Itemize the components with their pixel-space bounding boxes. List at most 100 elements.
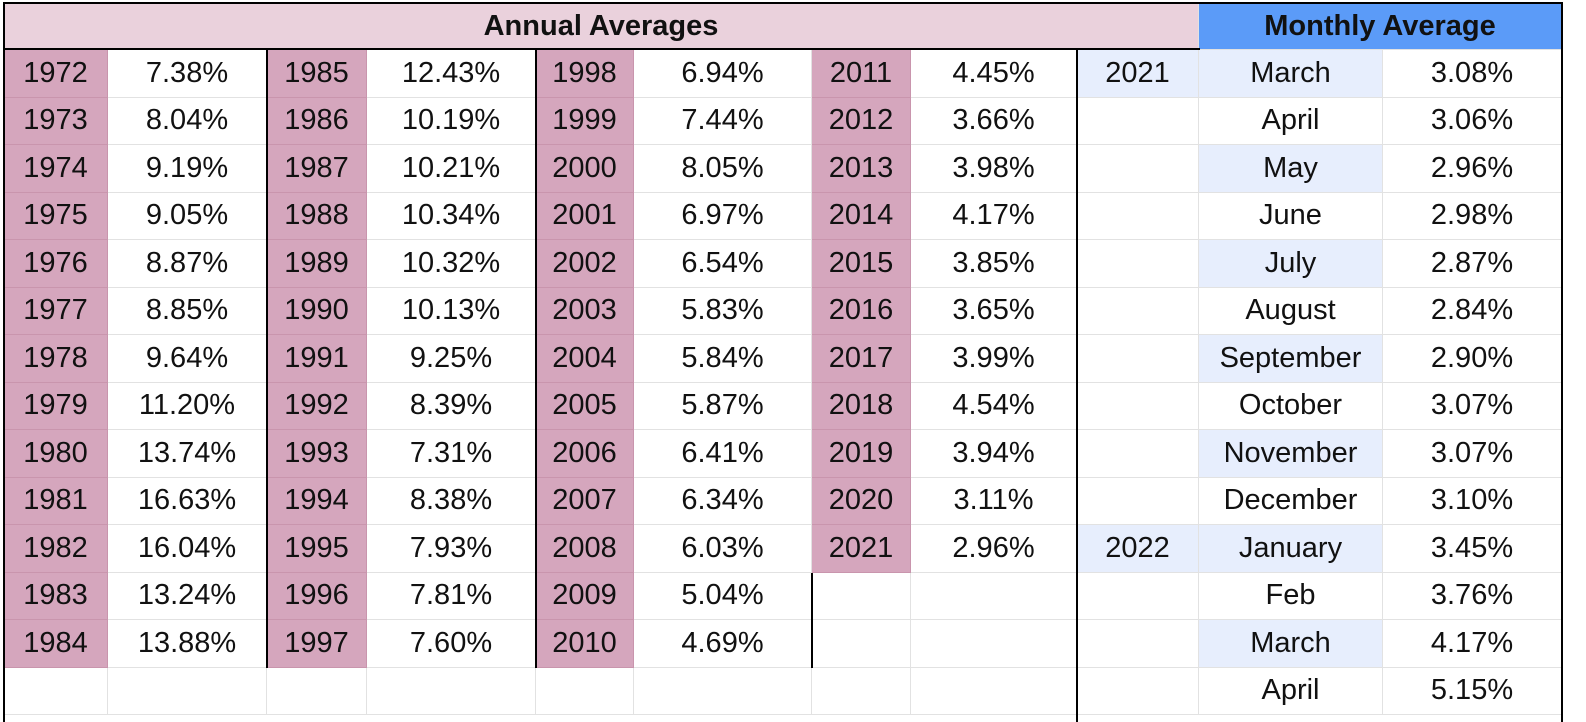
- annual-rate-cell[interactable]: 9.64%: [108, 335, 267, 383]
- annual-year-cell[interactable]: 1976: [4, 240, 108, 288]
- empty-cell[interactable]: [1077, 620, 1199, 668]
- month-name-cell[interactable]: January: [1199, 525, 1383, 573]
- annual-year-cell[interactable]: 1990: [267, 287, 367, 335]
- annual-year-cell[interactable]: 1985: [267, 50, 367, 98]
- annual-year-cell[interactable]: 1996: [267, 572, 367, 620]
- empty-cell[interactable]: [1077, 335, 1199, 383]
- annual-rate-cell[interactable]: 8.39%: [367, 382, 536, 430]
- annual-rate-cell[interactable]: 8.05%: [634, 145, 812, 193]
- annual-year-cell[interactable]: 2019: [812, 430, 911, 478]
- annual-rate-cell[interactable]: 8.38%: [367, 477, 536, 525]
- annual-rate-cell[interactable]: 4.54%: [911, 382, 1077, 430]
- annual-rate-cell[interactable]: 3.11%: [911, 477, 1077, 525]
- annual-year-cell[interactable]: 1977: [4, 287, 108, 335]
- annual-year-cell[interactable]: 2017: [812, 335, 911, 383]
- month-name-cell[interactable]: June: [1199, 192, 1383, 240]
- annual-rate-cell[interactable]: 7.60%: [367, 620, 536, 668]
- annual-rate-cell[interactable]: 6.97%: [634, 192, 812, 240]
- monthly-rate-cell[interactable]: 3.07%: [1383, 430, 1562, 478]
- annual-rate-cell[interactable]: 5.87%: [634, 382, 812, 430]
- annual-year-cell[interactable]: 1972: [4, 50, 108, 98]
- annual-year-cell[interactable]: 2020: [812, 477, 911, 525]
- monthly-rate-cell[interactable]: 3.76%: [1383, 572, 1562, 620]
- annual-year-cell[interactable]: 1980: [4, 430, 108, 478]
- empty-cell[interactable]: [536, 667, 634, 715]
- annual-year-cell[interactable]: 2003: [536, 287, 634, 335]
- monthly-rate-cell[interactable]: 2.84%: [1383, 287, 1562, 335]
- month-name-cell[interactable]: November: [1199, 430, 1383, 478]
- annual-rate-cell[interactable]: 5.83%: [634, 287, 812, 335]
- annual-rate-cell[interactable]: 6.41%: [634, 430, 812, 478]
- empty-cell[interactable]: [1077, 477, 1199, 525]
- annual-year-cell[interactable]: 1988: [267, 192, 367, 240]
- annual-year-cell[interactable]: 2009: [536, 572, 634, 620]
- empty-cell[interactable]: [1077, 287, 1199, 335]
- empty-cell[interactable]: [911, 667, 1077, 715]
- annual-year-cell[interactable]: 1975: [4, 192, 108, 240]
- month-name-cell[interactable]: July: [1199, 240, 1383, 288]
- annual-year-cell[interactable]: 1999: [536, 97, 634, 145]
- annual-year-cell[interactable]: 1995: [267, 525, 367, 573]
- annual-year-cell[interactable]: 2021: [812, 525, 911, 573]
- annual-year-cell[interactable]: 1981: [4, 477, 108, 525]
- annual-year-cell[interactable]: 2004: [536, 335, 634, 383]
- annual-year-cell[interactable]: 2018: [812, 382, 911, 430]
- annual-rate-cell[interactable]: 3.85%: [911, 240, 1077, 288]
- monthly-rate-cell[interactable]: 3.10%: [1383, 477, 1562, 525]
- empty-cell[interactable]: [108, 667, 267, 715]
- monthly-average-header[interactable]: Monthly Average: [1199, 3, 1562, 50]
- annual-rate-cell[interactable]: 13.24%: [108, 572, 267, 620]
- empty-cell[interactable]: [911, 620, 1077, 668]
- annual-year-cell[interactable]: 1987: [267, 145, 367, 193]
- annual-rate-cell[interactable]: 10.32%: [367, 240, 536, 288]
- annual-rate-cell[interactable]: 9.05%: [108, 192, 267, 240]
- annual-rate-cell[interactable]: 3.94%: [911, 430, 1077, 478]
- annual-rate-cell[interactable]: 10.13%: [367, 287, 536, 335]
- annual-year-cell[interactable]: 1978: [4, 335, 108, 383]
- annual-year-cell[interactable]: 1989: [267, 240, 367, 288]
- monthly-rate-cell[interactable]: 2.90%: [1383, 335, 1562, 383]
- month-name-cell[interactable]: March: [1199, 620, 1383, 668]
- monthly-rate-cell[interactable]: 2.98%: [1383, 192, 1562, 240]
- month-name-cell[interactable]: August: [1199, 287, 1383, 335]
- annual-rate-cell[interactable]: 7.93%: [367, 525, 536, 573]
- empty-cell[interactable]: [1077, 430, 1199, 478]
- empty-cell[interactable]: [367, 667, 536, 715]
- annual-rate-cell[interactable]: 10.21%: [367, 145, 536, 193]
- month-name-cell[interactable]: Feb: [1199, 572, 1383, 620]
- empty-cell[interactable]: [1077, 145, 1199, 193]
- annual-rate-cell[interactable]: 10.19%: [367, 97, 536, 145]
- annual-rate-cell[interactable]: 9.19%: [108, 145, 267, 193]
- annual-year-cell[interactable]: 1992: [267, 382, 367, 430]
- annual-rate-cell[interactable]: 9.25%: [367, 335, 536, 383]
- annual-rate-cell[interactable]: 11.20%: [108, 382, 267, 430]
- annual-rate-cell[interactable]: 6.94%: [634, 50, 812, 98]
- monthly-rate-cell[interactable]: 4.17%: [1383, 620, 1562, 668]
- empty-cell[interactable]: [4, 667, 108, 715]
- annual-year-cell[interactable]: 2016: [812, 287, 911, 335]
- month-name-cell[interactable]: December: [1199, 477, 1383, 525]
- monthly-rate-cell[interactable]: 3.08%: [1383, 50, 1562, 98]
- empty-cell[interactable]: [812, 572, 911, 620]
- annual-year-cell[interactable]: 1994: [267, 477, 367, 525]
- annual-rate-cell[interactable]: 4.69%: [634, 620, 812, 668]
- annual-year-cell[interactable]: 2005: [536, 382, 634, 430]
- empty-cell[interactable]: [1077, 240, 1199, 288]
- annual-year-cell[interactable]: 2006: [536, 430, 634, 478]
- empty-cell[interactable]: [911, 572, 1077, 620]
- empty-cell[interactable]: [1077, 667, 1199, 715]
- annual-rate-cell[interactable]: 10.34%: [367, 192, 536, 240]
- annual-rate-cell[interactable]: 4.17%: [911, 192, 1077, 240]
- monthly-rate-cell[interactable]: 3.45%: [1383, 525, 1562, 573]
- annual-year-cell[interactable]: 1993: [267, 430, 367, 478]
- empty-cell[interactable]: [812, 620, 911, 668]
- annual-year-cell[interactable]: 2007: [536, 477, 634, 525]
- annual-year-cell[interactable]: 2014: [812, 192, 911, 240]
- empty-cell[interactable]: [267, 667, 367, 715]
- annual-rate-cell[interactable]: 6.34%: [634, 477, 812, 525]
- annual-year-cell[interactable]: 2000: [536, 145, 634, 193]
- month-name-cell[interactable]: May: [1199, 145, 1383, 193]
- annual-year-cell[interactable]: 2013: [812, 145, 911, 193]
- annual-year-cell[interactable]: 2002: [536, 240, 634, 288]
- empty-cell[interactable]: [812, 667, 911, 715]
